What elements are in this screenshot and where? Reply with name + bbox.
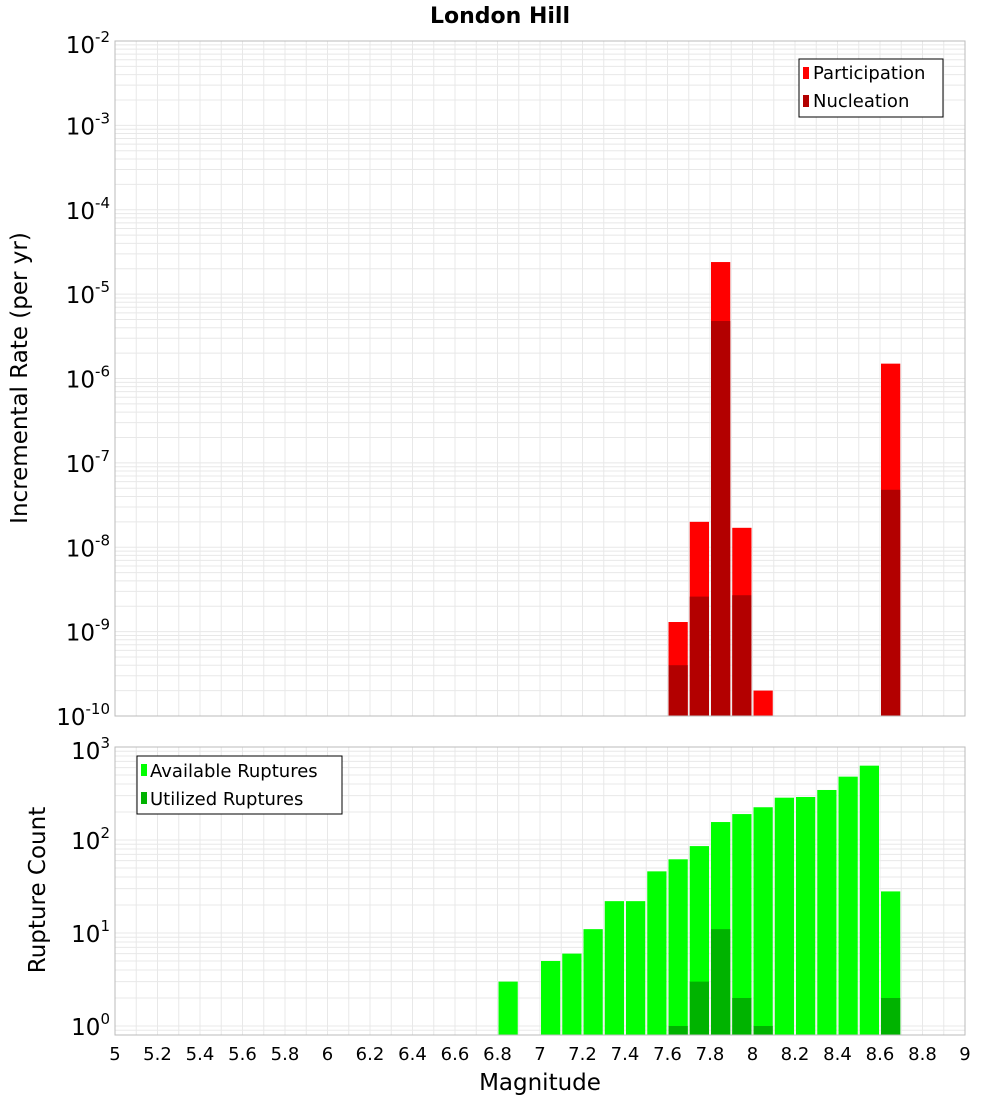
bottom-y-tick-labels: 103 102 101 100 — [71, 734, 110, 1041]
top-bar-series-1-3 — [732, 595, 752, 716]
bottom-bar-series-1-3 — [732, 997, 752, 1035]
bottom-y-axis-label: Rupture Count — [25, 807, 51, 973]
top-bar-series-1-2 — [711, 321, 731, 716]
bottom-bar-series-1-0 — [668, 1025, 688, 1035]
top-bar-series-1-0 — [668, 665, 688, 716]
x-tick-label: 8.4 — [823, 1044, 852, 1065]
bottom-bar-series-1-4 — [753, 1025, 773, 1035]
participation-legend-label: Participation — [813, 63, 925, 84]
x-tick-label: 7 — [534, 1044, 545, 1065]
top-bar-series-1-1 — [689, 596, 709, 716]
bottom-bar-series-0-15 — [838, 776, 858, 1035]
top-y-axis-label: Incremental Rate (per yr) — [7, 232, 33, 524]
bottom-bar-series-0-5 — [626, 901, 646, 1035]
x-tick-label: 9 — [959, 1044, 970, 1065]
x-tick-label: 6 — [322, 1044, 333, 1065]
x-tick-label: 8.6 — [866, 1044, 895, 1065]
chart-title: London Hill — [430, 4, 570, 29]
bottom-bar-series-0-0 — [498, 981, 518, 1035]
top-plot-grid — [114, 40, 966, 717]
nucleation-legend-label: Nucleation — [813, 91, 909, 112]
x-tick-labels: 5 5.2 5.4 5.6 5.8 6 6.2 6.4 6.6 6.8 7 7.2 7.4 7.6 7.8 8… — [109, 1044, 970, 1065]
bottom-legend-box — [136, 755, 343, 815]
bottom-legend: Available Ruptures Utilized Ruptures — [136, 755, 343, 815]
x-tick-label: 8.8 — [908, 1044, 937, 1065]
available-ruptures-legend-swatch — [141, 764, 147, 776]
bottom-bar-series-1-5 — [881, 997, 901, 1035]
x-tick-label: 5 — [109, 1044, 120, 1065]
top-legend-box — [798, 58, 944, 118]
bottom-bar-series-0-1 — [541, 960, 561, 1035]
top-bar-series-1-4 — [881, 489, 901, 716]
top-y-tick-label: 10-8 — [66, 531, 110, 562]
nucleation-legend-swatch — [803, 95, 809, 107]
x-axis-label: Magnitude — [479, 1070, 601, 1096]
bottom-plot-bars — [498, 765, 901, 1035]
utilized-ruptures-legend-label: Utilized Ruptures — [150, 789, 303, 810]
top-bar-series-0-4 — [753, 690, 773, 716]
top-y-tick-label: 10-2 — [66, 28, 110, 59]
bottom-bar-series-0-3 — [583, 929, 603, 1035]
bottom-plot-frame — [114, 746, 966, 1036]
top-y-tick-label: 10-6 — [66, 363, 110, 394]
bottom-y-tick-label: 101 — [71, 917, 110, 948]
x-tick-label: 5.8 — [271, 1044, 300, 1065]
bottom-bar-series-0-4 — [604, 901, 624, 1035]
bottom-y-tick-label: 100 — [71, 1010, 110, 1041]
available-ruptures-legend-label: Available Ruptures — [150, 761, 318, 782]
bottom-y-tick-label: 102 — [71, 824, 110, 855]
top-y-tick-label: 10-7 — [66, 447, 110, 478]
x-tick-label: 8 — [747, 1044, 758, 1065]
x-tick-label: 5.6 — [228, 1044, 257, 1065]
bottom-bar-series-0-11 — [753, 807, 773, 1035]
x-tick-label: 7.6 — [653, 1044, 682, 1065]
x-tick-label: 5.4 — [186, 1044, 215, 1065]
top-y-tick-label: 10-4 — [66, 194, 110, 225]
bottom-bar-series-0-14 — [817, 789, 837, 1035]
top-y-tick-label: 10-9 — [66, 616, 110, 647]
top-legend: Participation Nucleation — [798, 58, 944, 118]
x-tick-label: 7.4 — [611, 1044, 640, 1065]
utilized-ruptures-legend-swatch — [141, 792, 147, 804]
x-tick-label: 7.8 — [696, 1044, 725, 1065]
x-tick-label: 6.4 — [398, 1044, 427, 1065]
participation-legend-swatch — [803, 67, 809, 79]
x-tick-label: 6.6 — [441, 1044, 470, 1065]
top-plot-frame — [114, 40, 966, 717]
top-y-tick-labels: 10-2 10-3 10-4 10-5 10-6 10-7 10-8 10-9 10-10 — [56, 28, 110, 731]
bottom-y-tick-label: 103 — [71, 734, 110, 765]
x-tick-label: 7.2 — [568, 1044, 597, 1065]
x-tick-label: 5.2 — [143, 1044, 172, 1065]
bottom-bar-series-0-6 — [647, 871, 667, 1035]
bottom-bar-series-1-1 — [689, 981, 709, 1035]
bottom-bar-series-0-10 — [732, 814, 752, 1035]
bottom-bar-series-0-16 — [859, 765, 879, 1035]
top-y-tick-label: 10-10 — [56, 700, 110, 731]
bottom-bar-series-0-13 — [796, 796, 816, 1035]
x-tick-label: 6.2 — [356, 1044, 385, 1065]
bottom-bar-series-0-2 — [562, 953, 582, 1035]
bottom-bar-series-0-12 — [774, 797, 794, 1035]
top-y-tick-label: 10-3 — [66, 109, 110, 140]
bottom-bar-series-0-7 — [668, 859, 688, 1035]
top-plot-bars — [668, 262, 901, 716]
top-y-tick-label: 10-5 — [66, 278, 110, 309]
x-tick-label: 8.2 — [781, 1044, 810, 1065]
bottom-bar-series-1-2 — [711, 929, 731, 1035]
x-tick-label: 6.8 — [483, 1044, 512, 1065]
